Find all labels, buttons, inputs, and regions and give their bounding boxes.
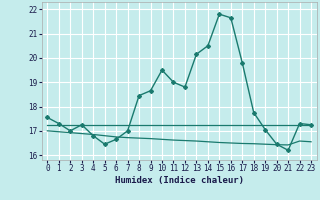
- X-axis label: Humidex (Indice chaleur): Humidex (Indice chaleur): [115, 176, 244, 185]
